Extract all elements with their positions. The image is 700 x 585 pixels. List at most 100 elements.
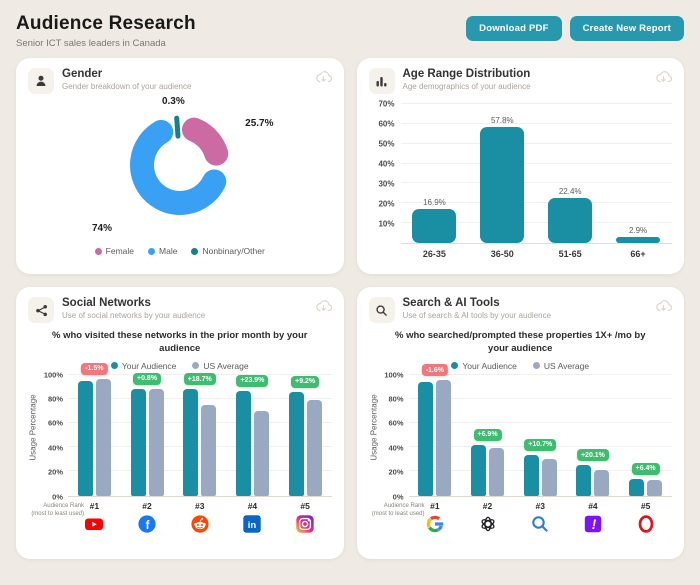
facebook-icon: f	[137, 514, 157, 534]
legend-label: Nonbinary/Other	[202, 246, 265, 256]
audience-rank-note: Audience Rank (most to least used)	[31, 502, 84, 518]
search-ai-tools-card: Search & AI Tools Use of search & AI too…	[356, 287, 684, 559]
legend-dot	[532, 362, 540, 370]
donut-segment-male	[129, 119, 226, 215]
plot-area: -1.5% +0.8% +18.7% +23.9% +9.2%	[68, 362, 332, 497]
legend-dot	[192, 362, 200, 370]
delta-badge: +0.8%	[133, 372, 162, 385]
gridline	[400, 122, 672, 124]
page-subtitle: Senior ICT sales leaders in Canada	[16, 38, 166, 49]
bar-value-label: 16.9%	[423, 198, 446, 208]
y-tick: 60%	[388, 418, 404, 428]
y-tick: 20%	[388, 467, 404, 477]
google-icon	[425, 514, 445, 534]
age-bar-chart: 10% 20% 30% 40% 50% 60% 70% 16.9% 57.8% 22.4% 2.9%…	[369, 100, 672, 259]
age-bar	[548, 198, 593, 243]
bar-your-audience	[77, 380, 93, 496]
donut-label-nonbinary: 0.3%	[161, 96, 185, 107]
gridline	[400, 222, 672, 224]
cloud-download-icon[interactable]	[655, 70, 673, 89]
legend-dot	[94, 247, 102, 255]
y-tick: 40%	[388, 443, 404, 453]
y-tick: 30%	[378, 179, 395, 189]
gridline	[68, 397, 332, 399]
download-pdf-button[interactable]: Download PDF	[466, 16, 562, 41]
legend-item-your-audience: Your Audience	[451, 361, 517, 371]
gridline	[68, 446, 332, 448]
x-category-label: 36-50	[490, 249, 514, 259]
x-axis-cells: #1 #2 f #3 #4 in #5	[68, 501, 332, 534]
cloud-download-icon[interactable]	[315, 299, 332, 318]
gridline	[408, 470, 672, 472]
header-actions: Download PDF Create New Report	[466, 16, 684, 41]
gender-donut-wrap: 0.3% 25.7% 74%	[28, 96, 332, 234]
delta-badge: +6.9%	[473, 428, 502, 441]
bar-us-average	[148, 389, 164, 496]
bar-group: +9.2%	[279, 375, 332, 496]
x-axis-cells: #1 #2 #3 #4! #5	[409, 501, 673, 534]
grouped-chart-body: Usage Percentage 0% 20% 40% 60% 80% 100% -1.6% +…	[369, 364, 672, 501]
x-axis-cell: #2 f	[121, 501, 174, 534]
bar-groups: -1.5% +0.8% +18.7% +23.9% +9.2%	[68, 362, 332, 496]
y-tick: 50%	[378, 139, 395, 149]
openai-icon	[478, 514, 498, 534]
delta-badge: -1.6%	[421, 364, 448, 377]
bar-group: +20.1%	[567, 375, 620, 496]
search-chart-title: % who searched/prompted these properties…	[395, 330, 646, 354]
y-tick: 20%	[378, 199, 395, 209]
search-grouped-chart: Your Audience US Average Usage Percentage 0…	[369, 360, 673, 534]
rank-label: #1	[89, 500, 100, 511]
age-card-header: Age Range Distribution Age demographics …	[368, 68, 673, 94]
person-icon	[28, 68, 54, 94]
y-axis-title: Usage Percentage	[28, 375, 39, 497]
social-card-header: Social Networks Use of social networks b…	[28, 297, 332, 323]
y-tick: 10%	[378, 219, 395, 229]
legend-label: Your Audience	[121, 360, 177, 371]
y-tick: 100%	[43, 370, 63, 380]
legend-item-female: Female	[94, 246, 134, 256]
donut-segment-female	[181, 117, 228, 166]
y-axis-ticks: 10% 20% 30% 40% 50% 60% 70%	[369, 100, 401, 244]
bar-group: +6.4%	[619, 375, 672, 496]
y-tick: 80%	[47, 394, 63, 404]
delta-badge: +10.7%	[524, 438, 557, 451]
bar-us-average	[647, 479, 663, 496]
svg-text:f: f	[146, 520, 150, 532]
bar-chart-icon	[368, 68, 395, 94]
cloud-download-icon[interactable]	[655, 299, 673, 318]
bar-us-average	[95, 378, 111, 496]
gridline	[400, 142, 672, 144]
x-category-label: 26-35	[422, 249, 446, 259]
bar-us-average	[253, 410, 269, 496]
x-axis-cell: #1	[68, 501, 121, 534]
bar-your-audience	[418, 381, 434, 496]
gender-legend: Female Male Nonbinary/Other	[28, 246, 332, 256]
x-category-label: 51-65	[558, 249, 582, 259]
age-bar	[480, 127, 525, 243]
social-grouped-chart: Your Audience US Average Usage Percentage 0…	[28, 361, 332, 534]
x-axis-cell: #3	[514, 501, 567, 534]
gender-card-header: Gender Gender breakdown of your audience	[28, 68, 332, 94]
create-new-report-button[interactable]: Create New Report	[569, 16, 684, 41]
yahoo-icon: !	[583, 514, 603, 534]
svg-text:in: in	[248, 520, 257, 531]
rank-label: #3	[535, 500, 545, 511]
opera-icon	[636, 514, 656, 534]
social-card-subtitle: Use of social networks by your audience	[62, 311, 206, 320]
age-plot-area: 16.9% 57.8% 22.4% 2.9%	[400, 103, 672, 244]
delta-badge: +6.4%	[631, 462, 660, 475]
legend-item-us-average: US Average	[532, 360, 590, 371]
legend-item-your-audience: Your Audience	[110, 360, 177, 371]
youtube-icon	[84, 514, 104, 534]
search-icon	[368, 297, 395, 323]
share-icon	[28, 297, 54, 323]
gender-card-title: Gender	[62, 68, 103, 80]
cloud-download-icon[interactable]	[315, 70, 332, 89]
gender-card-subtitle: Gender breakdown of your audience	[62, 82, 192, 91]
y-axis-title-text: Usage Percentage	[369, 394, 378, 461]
gridline	[68, 470, 332, 472]
bar-your-audience	[471, 444, 487, 496]
legend-label: US Average	[543, 360, 590, 371]
bar-group: +18.7%	[173, 373, 226, 496]
grouped-chart-body: Usage Percentage 0% 20% 40% 60% 80% 100% -1.5% +…	[28, 362, 332, 501]
